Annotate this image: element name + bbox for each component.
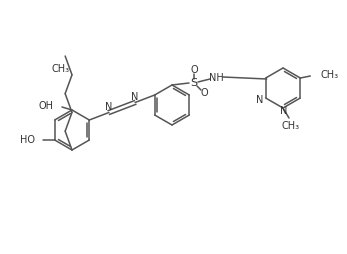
Text: CH₃: CH₃ [282, 121, 300, 131]
Text: N: N [132, 92, 139, 103]
Text: N: N [256, 95, 264, 105]
Text: CH₃: CH₃ [320, 70, 338, 80]
Text: N: N [105, 103, 113, 113]
Text: O: O [200, 88, 208, 98]
Text: NH: NH [209, 73, 223, 83]
Text: HO: HO [20, 135, 35, 145]
Text: S: S [191, 78, 197, 88]
Text: OH: OH [39, 101, 54, 111]
Text: N: N [280, 106, 288, 116]
Text: O: O [190, 65, 198, 75]
Text: CH₃: CH₃ [51, 64, 69, 74]
